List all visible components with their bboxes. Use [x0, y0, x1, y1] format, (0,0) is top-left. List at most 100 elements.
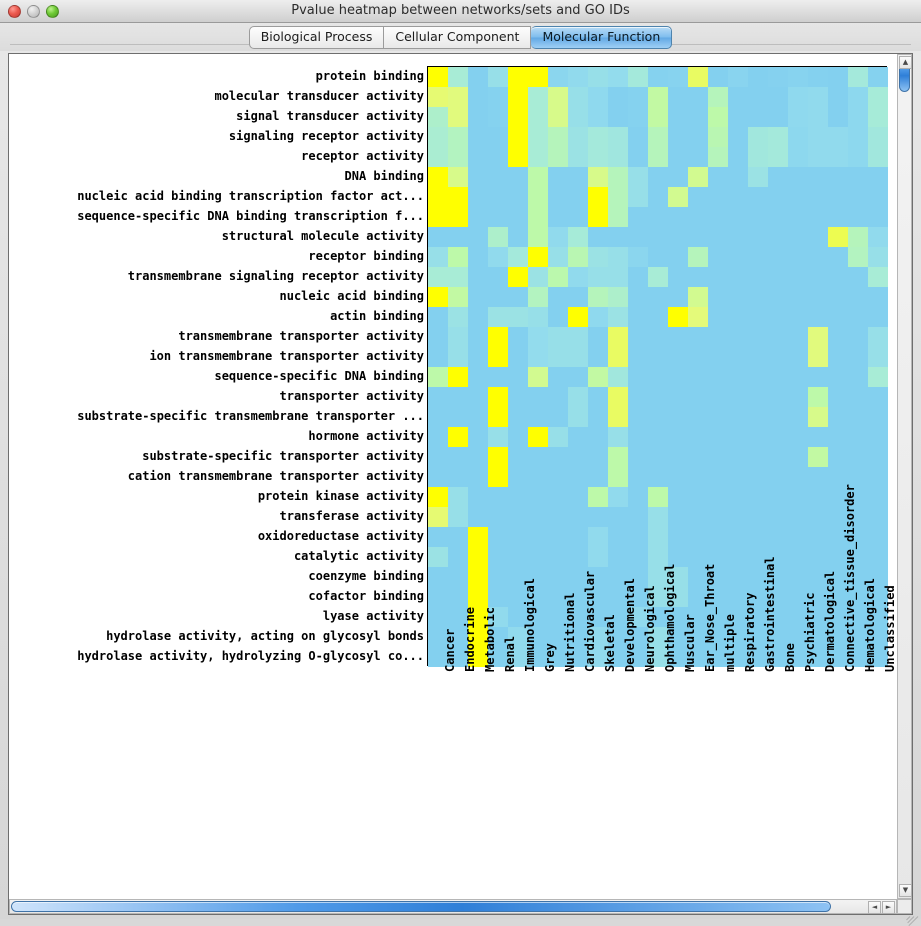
heatmap-cell[interactable] — [628, 507, 648, 527]
heatmap-cell[interactable] — [868, 607, 888, 627]
heatmap-cell[interactable] — [448, 527, 468, 547]
heatmap-cell[interactable] — [428, 327, 448, 347]
heatmap-cell[interactable] — [428, 147, 448, 167]
heatmap-cell[interactable] — [668, 227, 688, 247]
heatmap-cell[interactable] — [768, 547, 788, 567]
heatmap-cell[interactable] — [828, 587, 848, 607]
heatmap-cell[interactable] — [868, 407, 888, 427]
heatmap-cell[interactable] — [768, 567, 788, 587]
heatmap-cell[interactable] — [428, 267, 448, 287]
heatmap-cell[interactable] — [588, 67, 608, 87]
heatmap-cell[interactable] — [448, 127, 468, 147]
heatmap-cell[interactable] — [548, 307, 568, 327]
heatmap-cell[interactable] — [848, 647, 868, 667]
heatmap-cell[interactable] — [828, 67, 848, 87]
heatmap-cell[interactable] — [688, 607, 708, 627]
heatmap-cell[interactable] — [608, 447, 628, 467]
heatmap-cell[interactable] — [528, 547, 548, 567]
heatmap-cell[interactable] — [648, 587, 668, 607]
heatmap-cell[interactable] — [668, 527, 688, 547]
heatmap-cell[interactable] — [708, 227, 728, 247]
heatmap-cell[interactable] — [688, 547, 708, 567]
heatmap-cell[interactable] — [488, 527, 508, 547]
heatmap-cell[interactable] — [608, 67, 628, 87]
heatmap-cell[interactable] — [568, 447, 588, 467]
heatmap-cell[interactable] — [488, 87, 508, 107]
heatmap-cell[interactable] — [848, 207, 868, 227]
heatmap-cell[interactable] — [708, 187, 728, 207]
heatmap-cell[interactable] — [608, 387, 628, 407]
heatmap-cell[interactable] — [748, 327, 768, 347]
heatmap-cell[interactable] — [628, 367, 648, 387]
heatmap-cell[interactable] — [508, 167, 528, 187]
heatmap-cell[interactable] — [848, 247, 868, 267]
horizontal-scrollbar-thumb[interactable] — [11, 901, 831, 912]
heatmap-cell[interactable] — [648, 447, 668, 467]
heatmap-cell[interactable] — [648, 347, 668, 367]
heatmap-cell[interactable] — [488, 547, 508, 567]
heatmap-cell[interactable] — [488, 647, 508, 667]
heatmap-cell[interactable] — [628, 67, 648, 87]
heatmap-cell[interactable] — [808, 67, 828, 87]
heatmap-cell[interactable] — [568, 267, 588, 287]
heatmap-cell[interactable] — [488, 167, 508, 187]
heatmap-cell[interactable] — [628, 427, 648, 447]
heatmap-cell[interactable] — [648, 327, 668, 347]
heatmap-cell[interactable] — [788, 267, 808, 287]
heatmap-cell[interactable] — [768, 647, 788, 667]
heatmap-cell[interactable] — [788, 367, 808, 387]
heatmap-cell[interactable] — [468, 647, 488, 667]
heatmap-cell[interactable] — [668, 167, 688, 187]
tab-biological-process[interactable]: Biological Process — [248, 25, 385, 49]
heatmap-cell[interactable] — [728, 587, 748, 607]
heatmap-cell[interactable] — [768, 267, 788, 287]
heatmap-cell[interactable] — [548, 207, 568, 227]
heatmap-cell[interactable] — [528, 587, 548, 607]
heatmap-cell[interactable] — [628, 387, 648, 407]
heatmap-cell[interactable] — [768, 147, 788, 167]
heatmap-cell[interactable] — [508, 567, 528, 587]
heatmap-cell[interactable] — [528, 187, 548, 207]
heatmap-cell[interactable] — [428, 187, 448, 207]
heatmap-cell[interactable] — [648, 407, 668, 427]
heatmap-cell[interactable] — [728, 227, 748, 247]
heatmap-cell[interactable] — [848, 407, 868, 427]
heatmap-cell[interactable] — [648, 187, 668, 207]
heatmap-cell[interactable] — [728, 407, 748, 427]
heatmap-cell[interactable] — [748, 527, 768, 547]
heatmap-cell[interactable] — [608, 187, 628, 207]
heatmap-cell[interactable] — [788, 247, 808, 267]
heatmap-cell[interactable] — [868, 567, 888, 587]
heatmap-cell[interactable] — [688, 307, 708, 327]
heatmap-cell[interactable] — [828, 267, 848, 287]
heatmap-cell[interactable] — [608, 87, 628, 107]
heatmap-cell[interactable] — [468, 527, 488, 547]
heatmap-cell[interactable] — [668, 287, 688, 307]
heatmap-cell[interactable] — [548, 527, 568, 547]
heatmap-cell[interactable] — [648, 247, 668, 267]
heatmap-cell[interactable] — [748, 627, 768, 647]
heatmap-cell[interactable] — [868, 387, 888, 407]
heatmap-cell[interactable] — [448, 627, 468, 647]
heatmap-cell[interactable] — [808, 647, 828, 667]
heatmap-cell[interactable] — [668, 127, 688, 147]
heatmap-cell[interactable] — [788, 627, 808, 647]
heatmap-cell[interactable] — [428, 367, 448, 387]
heatmap-cell[interactable] — [448, 607, 468, 627]
heatmap-cell[interactable] — [608, 147, 628, 167]
heatmap-cell[interactable] — [768, 367, 788, 387]
heatmap-cell[interactable] — [868, 427, 888, 447]
heatmap-cell[interactable] — [488, 147, 508, 167]
heatmap-cell[interactable] — [788, 387, 808, 407]
heatmap-cell[interactable] — [708, 127, 728, 147]
heatmap-cell[interactable] — [788, 647, 808, 667]
heatmap-cell[interactable] — [688, 407, 708, 427]
heatmap-cell[interactable] — [428, 247, 448, 267]
heatmap-cell[interactable] — [548, 167, 568, 187]
heatmap-cell[interactable] — [528, 507, 548, 527]
heatmap-cell[interactable] — [568, 647, 588, 667]
heatmap-cell[interactable] — [588, 107, 608, 127]
heatmap-cell[interactable] — [548, 487, 568, 507]
heatmap-cell[interactable] — [868, 147, 888, 167]
heatmap-cell[interactable] — [588, 407, 608, 427]
